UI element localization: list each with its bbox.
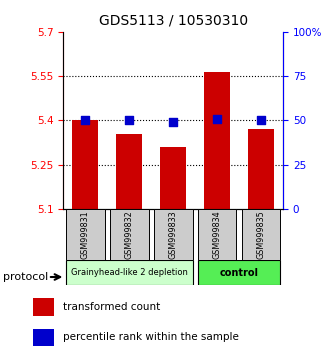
Text: transformed count: transformed count <box>63 302 160 312</box>
Bar <box>198 209 236 260</box>
Bar <box>248 129 274 209</box>
Bar <box>110 209 149 260</box>
Bar <box>66 260 192 285</box>
Text: Grainyhead-like 2 depletion: Grainyhead-like 2 depletion <box>71 268 187 277</box>
Bar <box>198 260 280 285</box>
Text: protocol: protocol <box>3 272 49 282</box>
Bar <box>33 329 54 346</box>
Text: GSM999832: GSM999832 <box>125 210 134 259</box>
Bar <box>242 209 280 260</box>
Text: GSM999834: GSM999834 <box>212 210 222 259</box>
Bar <box>154 209 192 260</box>
Text: percentile rank within the sample: percentile rank within the sample <box>63 332 238 342</box>
Title: GDS5113 / 10530310: GDS5113 / 10530310 <box>99 14 248 28</box>
Bar <box>116 133 143 209</box>
Bar <box>204 72 230 209</box>
Point <box>214 116 220 121</box>
Text: control: control <box>219 268 259 278</box>
Point <box>170 119 176 125</box>
Point <box>127 118 132 123</box>
Point <box>83 118 88 123</box>
Point <box>258 118 264 123</box>
Text: GSM999833: GSM999833 <box>168 210 178 259</box>
Text: GSM999831: GSM999831 <box>81 210 90 259</box>
Bar <box>66 209 105 260</box>
Bar <box>33 298 54 316</box>
Bar <box>160 147 186 209</box>
Bar <box>72 120 99 209</box>
Text: GSM999835: GSM999835 <box>256 210 266 259</box>
